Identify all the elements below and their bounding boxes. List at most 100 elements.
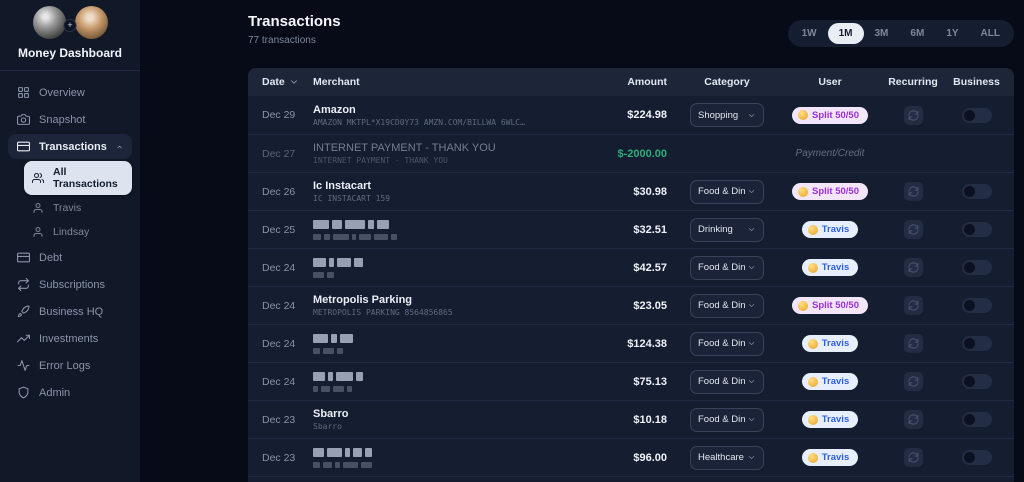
- merchant-name-redacted: [313, 256, 593, 268]
- table-row[interactable]: Dec 26 Ic Instacart IC INSTACART 159 $30…: [248, 172, 1014, 210]
- rocket-icon: [17, 305, 30, 318]
- user-badge[interactable]: Travis: [801, 373, 859, 390]
- chevron-down-icon: [747, 339, 756, 348]
- business-toggle[interactable]: [961, 412, 992, 427]
- recurring-icon[interactable]: [903, 296, 923, 315]
- table-row[interactable]: Dec 23 $96.00 Healthcare Travis: [248, 438, 1014, 476]
- table-row[interactable]: Dec 29 Amazon AMAZON MKTPL*X19CD0Y73 AMZ…: [248, 96, 1014, 134]
- user-badge[interactable]: Travis: [801, 335, 859, 352]
- range-button-6m[interactable]: 6M: [899, 23, 935, 44]
- sidebar-item-investments[interactable]: Investments: [8, 326, 132, 351]
- business-toggle[interactable]: [961, 450, 992, 465]
- category-dropdown[interactable]: Drinking: [690, 217, 764, 242]
- business-toggle[interactable]: [961, 184, 992, 199]
- split-badge[interactable]: Split 50/50: [792, 183, 868, 200]
- sidebar-item-overview[interactable]: Overview: [8, 80, 132, 105]
- table-row[interactable]: [248, 476, 1014, 482]
- sidebar-item-admin[interactable]: Admin: [8, 380, 132, 405]
- range-button-1w[interactable]: 1W: [791, 23, 828, 44]
- sidebar-item-all-transactions[interactable]: All Transactions: [24, 161, 132, 195]
- column-label: Category: [704, 76, 750, 88]
- range-button-all[interactable]: ALL: [970, 23, 1011, 44]
- business-toggle[interactable]: [961, 222, 992, 237]
- sidebar-item-snapshot[interactable]: Snapshot: [8, 107, 132, 132]
- sidebar-item-subscriptions[interactable]: Subscriptions: [8, 272, 132, 297]
- range-button-1m[interactable]: 1M: [827, 23, 864, 44]
- table-row[interactable]: Dec 24 $124.38 Food & Din Travis: [248, 324, 1014, 362]
- business-toggle[interactable]: [961, 298, 992, 313]
- table-row[interactable]: Dec 24 $42.57 Food & Din Travis: [248, 248, 1014, 286]
- sidebar-item-label: Error Logs: [39, 359, 91, 372]
- recurring-icon[interactable]: [903, 258, 923, 277]
- avatar-lindsay: [74, 6, 108, 39]
- sidebar-item-lindsay[interactable]: Lindsay: [24, 221, 132, 243]
- transaction-amount: $10.18: [633, 413, 667, 426]
- category-dropdown[interactable]: Food & Din: [690, 255, 764, 280]
- credit-card-icon: [17, 251, 30, 264]
- business-toggle[interactable]: [961, 107, 992, 123]
- user-badge[interactable]: Travis: [801, 411, 859, 428]
- table-row[interactable]: Dec 27 INTERNET PAYMENT - THANK YOU INTE…: [248, 134, 1014, 172]
- business-toggle[interactable]: [961, 336, 992, 351]
- split-badge[interactable]: Split 50/50: [792, 297, 868, 314]
- recurring-icon[interactable]: [903, 220, 923, 239]
- category-dropdown[interactable]: Food & Din: [690, 331, 764, 356]
- sidebar-item-transactions[interactable]: Transactions: [8, 134, 132, 159]
- sidebar-item-label: Debt: [39, 251, 63, 264]
- transaction-amount: $75.13: [633, 375, 667, 388]
- transaction-date: Dec 24: [262, 261, 296, 274]
- category-dropdown[interactable]: Shopping: [690, 103, 764, 127]
- merchant-cell: Metropolis Parking METROPOLIS PARKING 85…: [313, 294, 593, 317]
- merchant-name: Amazon: [313, 103, 356, 116]
- table-row[interactable]: Dec 24 Metropolis Parking METROPOLIS PAR…: [248, 286, 1014, 324]
- sidebar-item-debt[interactable]: Debt: [8, 245, 132, 270]
- recurring-icon[interactable]: [903, 182, 923, 201]
- column-label: Merchant: [313, 76, 360, 88]
- category-dropdown[interactable]: Food & Din: [690, 293, 764, 318]
- chevron-down-icon: [747, 187, 756, 196]
- recurring-icon[interactable]: [903, 105, 923, 125]
- transaction-date: Dec 24: [262, 299, 296, 312]
- recurring-icon[interactable]: [903, 410, 923, 429]
- recurring-icon[interactable]: [903, 334, 923, 353]
- merchant-cell: [313, 218, 593, 241]
- transaction-amount: $124.38: [627, 337, 667, 350]
- column-header-category: Category: [667, 76, 787, 88]
- recurring-icon[interactable]: [903, 372, 923, 391]
- merchant-cell: Amazon AMAZON MKTPL*X19CD0Y73 AMZN.COM/B…: [313, 104, 593, 127]
- business-toggle[interactable]: [961, 260, 992, 275]
- chevron-down-icon: [747, 301, 756, 310]
- user-badge[interactable]: Travis: [801, 221, 859, 238]
- merchant-detail: METROPOLIS PARKING 8564856865: [313, 308, 453, 317]
- man-emoji-icon: [807, 224, 818, 235]
- merchant-name: Metropolis Parking: [313, 294, 413, 306]
- recurring-icon[interactable]: [903, 448, 923, 467]
- merchant-detail-redacted: [313, 270, 593, 279]
- user-badge[interactable]: Travis: [801, 259, 859, 276]
- table-row[interactable]: Dec 23 Sbarro Sbarro $10.18 Food & Din T…: [248, 400, 1014, 438]
- range-button-1y[interactable]: 1Y: [935, 23, 969, 44]
- category-dropdown[interactable]: Healthcare: [690, 445, 764, 470]
- column-header-date[interactable]: Date: [262, 76, 313, 88]
- business-toggle[interactable]: [961, 374, 992, 389]
- table-row[interactable]: Dec 24 $75.13 Food & Din Travis: [248, 362, 1014, 400]
- chevron-down-icon: [747, 415, 756, 424]
- chevron-down-icon: [747, 263, 756, 272]
- category-dropdown[interactable]: Food & Din: [690, 407, 764, 432]
- range-button-3m[interactable]: 3M: [864, 23, 900, 44]
- category-dropdown[interactable]: Food & Din: [690, 179, 764, 204]
- sidebar-item-travis[interactable]: Travis: [24, 197, 132, 219]
- sidebar-item-error-logs[interactable]: Error Logs: [8, 353, 132, 378]
- merchant-name: INTERNET PAYMENT - THANK YOU: [313, 142, 496, 154]
- category-value: Food & Din: [698, 338, 746, 349]
- user-badge[interactable]: Travis: [801, 449, 859, 466]
- column-header-business: Business: [953, 76, 1000, 88]
- split-badge[interactable]: Split 50/50: [792, 106, 868, 124]
- merchant-name-redacted: [313, 332, 593, 344]
- credit-card-icon: [17, 140, 30, 153]
- category-dropdown[interactable]: Food & Din: [690, 369, 764, 394]
- merchant-detail: AMAZON MKTPL*X19CD0Y73 AMZN.COM/BILLWA 6…: [313, 117, 525, 127]
- table-row[interactable]: Dec 25 $32.51 Drinking Travis: [248, 210, 1014, 248]
- transaction-date: Dec 26: [262, 185, 296, 198]
- sidebar-item-business-hq[interactable]: Business HQ: [8, 299, 132, 324]
